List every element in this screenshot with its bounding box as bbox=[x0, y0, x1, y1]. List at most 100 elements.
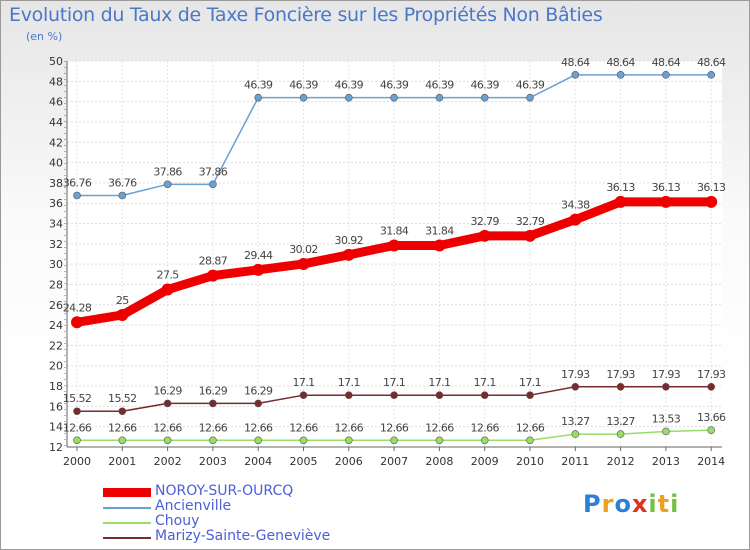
data-point bbox=[344, 93, 353, 102]
y-tick-label: 50 bbox=[49, 55, 63, 68]
data-label: 12.66 bbox=[244, 421, 273, 434]
data-point bbox=[526, 391, 534, 399]
data-label: 17.1 bbox=[292, 376, 314, 389]
data-point bbox=[480, 436, 489, 445]
data-label: 16.29 bbox=[244, 384, 273, 397]
data-point bbox=[163, 180, 172, 189]
data-label: 17.93 bbox=[697, 368, 726, 381]
data-label: 46.39 bbox=[289, 79, 318, 92]
data-label: 36.13 bbox=[652, 181, 681, 194]
data-point bbox=[662, 427, 670, 436]
y-tick-label: 18 bbox=[49, 380, 63, 393]
data-label: 46.39 bbox=[244, 79, 273, 92]
data-label: 36.76 bbox=[108, 176, 137, 189]
data-point bbox=[342, 248, 355, 261]
legend-label-chouy: Chouy bbox=[155, 513, 200, 529]
data-point bbox=[73, 436, 81, 445]
data-point bbox=[435, 93, 444, 102]
data-label: 46.39 bbox=[470, 79, 499, 92]
y-tick-label: 38 bbox=[49, 177, 63, 190]
data-point bbox=[118, 191, 127, 200]
y-tick-label: 30 bbox=[49, 258, 63, 271]
legend-swatch-marizy bbox=[103, 537, 151, 539]
data-label: 36.13 bbox=[606, 181, 635, 194]
data-point bbox=[616, 382, 625, 391]
data-label: 13.66 bbox=[697, 411, 726, 424]
data-point bbox=[705, 195, 718, 208]
data-point bbox=[569, 213, 582, 226]
data-point bbox=[299, 93, 308, 102]
data-label: 24.28 bbox=[63, 301, 92, 314]
data-point bbox=[662, 71, 670, 79]
y-tick-label: 40 bbox=[49, 157, 63, 170]
data-label: 37.86 bbox=[153, 165, 182, 178]
y-tick-label: 42 bbox=[49, 136, 63, 149]
data-point bbox=[478, 229, 491, 242]
data-label: 27.5 bbox=[157, 269, 180, 282]
data-label: 12.66 bbox=[335, 421, 364, 434]
y-tick-label: 36 bbox=[49, 197, 63, 210]
data-point bbox=[388, 239, 401, 252]
legend-swatch-chouy bbox=[103, 522, 151, 524]
data-point bbox=[390, 436, 398, 445]
data-label: 12.66 bbox=[108, 421, 137, 434]
x-tick-label: 2011 bbox=[561, 455, 589, 468]
data-label: 17.1 bbox=[383, 376, 405, 389]
y-tick-label: 26 bbox=[49, 299, 63, 312]
data-point bbox=[297, 257, 310, 270]
data-point bbox=[206, 269, 219, 282]
y-tick-label: 48 bbox=[49, 75, 63, 88]
data-point bbox=[254, 93, 263, 102]
data-label: 17.1 bbox=[428, 376, 450, 389]
x-tick-label: 2007 bbox=[380, 455, 408, 468]
data-point bbox=[614, 195, 627, 208]
data-label: 48.64 bbox=[606, 56, 635, 69]
legend-label-ancienville: Ancienville bbox=[155, 498, 232, 514]
data-label: 17.93 bbox=[561, 368, 590, 381]
data-label: 12.66 bbox=[63, 421, 92, 434]
data-label: 48.64 bbox=[652, 56, 681, 69]
data-label: 31.84 bbox=[425, 224, 454, 237]
data-label: 28.87 bbox=[199, 255, 228, 268]
data-point bbox=[209, 399, 217, 408]
data-label: 17.93 bbox=[652, 368, 681, 381]
data-label: 16.29 bbox=[199, 384, 228, 397]
data-point bbox=[707, 382, 716, 391]
legend-swatch-noroy bbox=[103, 488, 151, 497]
data-label: 46.39 bbox=[516, 79, 545, 92]
data-label: 15.52 bbox=[108, 392, 137, 405]
data-label: 12.66 bbox=[153, 421, 182, 434]
y-tick-label: 34 bbox=[49, 218, 63, 231]
data-label: 16.29 bbox=[153, 384, 182, 397]
data-label: 30.92 bbox=[335, 234, 364, 247]
data-point bbox=[73, 191, 81, 200]
data-point bbox=[707, 426, 716, 434]
data-point bbox=[71, 316, 83, 329]
data-point bbox=[254, 399, 263, 408]
data-point bbox=[118, 407, 127, 416]
y-tick-label: 24 bbox=[49, 319, 63, 332]
data-label: 17.1 bbox=[474, 376, 496, 389]
x-tick-label: 2005 bbox=[290, 455, 318, 468]
legend-swatch-ancienville bbox=[103, 507, 151, 509]
data-point bbox=[344, 436, 353, 445]
data-point bbox=[435, 436, 444, 445]
data-label: 12.66 bbox=[380, 421, 409, 434]
y-tick-label: 22 bbox=[49, 339, 63, 352]
data-point bbox=[433, 239, 446, 252]
data-label: 12.66 bbox=[516, 421, 545, 434]
data-point bbox=[616, 430, 625, 438]
data-point bbox=[163, 436, 172, 445]
data-point bbox=[254, 436, 263, 445]
data-label: 15.52 bbox=[63, 392, 92, 405]
data-point bbox=[73, 407, 81, 416]
data-label: 13.27 bbox=[561, 415, 590, 428]
y-tick-label: 14 bbox=[49, 421, 63, 434]
data-label: 36.13 bbox=[697, 181, 726, 194]
data-point bbox=[571, 71, 580, 79]
data-point bbox=[480, 391, 489, 399]
data-point bbox=[299, 391, 308, 399]
data-label: 17.1 bbox=[338, 376, 360, 389]
